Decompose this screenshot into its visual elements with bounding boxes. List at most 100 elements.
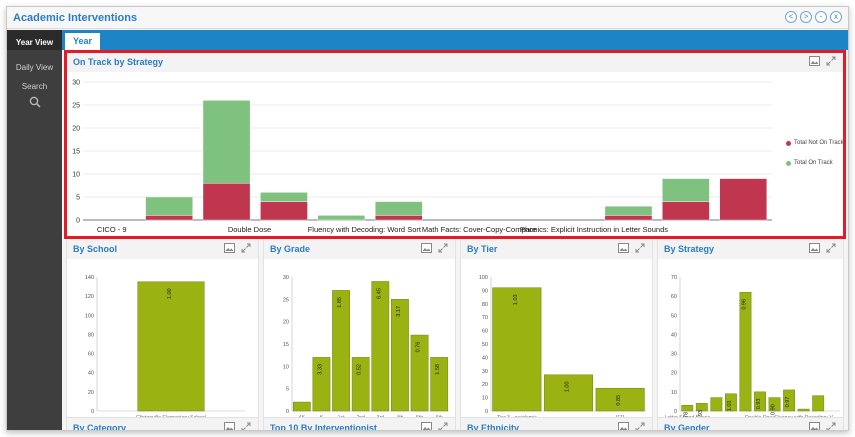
y-tick-label: 10: [72, 172, 80, 179]
image-export-icon[interactable]: [224, 243, 235, 253]
tab-bar: Year: [7, 30, 848, 50]
expand-icon[interactable]: [438, 422, 449, 430]
panel-tools: [224, 243, 252, 253]
data-label: 3.17: [396, 306, 402, 317]
bar-not-on-track[interactable]: [375, 215, 423, 221]
y-tick-label: 30: [72, 80, 80, 87]
panel-by-gender: By Gender: [657, 417, 844, 430]
image-export-icon[interactable]: [421, 422, 432, 430]
sidebar-item-year-view[interactable]: Year View: [15, 38, 54, 47]
y-tick-label: 5: [286, 387, 289, 393]
next-icon[interactable]: >: [800, 11, 812, 23]
title-bar: Academic Interventions < > - x: [7, 7, 848, 29]
y-tick-label: 100: [85, 313, 94, 319]
legend-item-not-on-track[interactable]: Total Not On Track: [786, 140, 844, 146]
data-label: 0.93: [698, 410, 704, 419]
bar-not-on-track[interactable]: [662, 201, 710, 221]
bar-not-on-track[interactable]: [202, 182, 251, 221]
bar-on-track[interactable]: [202, 100, 251, 184]
expand-icon[interactable]: [635, 422, 646, 430]
bar[interactable]: [783, 389, 796, 412]
by-grade-chart: 0510152025304K3.33K1.851st0.522nd6.453rd…: [283, 275, 449, 419]
bar[interactable]: [739, 292, 752, 412]
bar[interactable]: [430, 357, 449, 412]
panel-tools: [421, 422, 449, 430]
bar[interactable]: [312, 357, 331, 412]
bar[interactable]: [351, 357, 370, 412]
bar[interactable]: [492, 287, 542, 412]
image-export-icon[interactable]: [809, 56, 820, 66]
expand-icon[interactable]: [826, 56, 837, 66]
bar-not-on-track[interactable]: [145, 215, 193, 221]
panel-header: By Grade: [264, 239, 455, 259]
tab-year[interactable]: Year: [65, 33, 101, 50]
bar[interactable]: [812, 395, 825, 412]
y-tick-label: 60: [88, 352, 94, 358]
y-tick-label: 120: [85, 294, 94, 300]
bar[interactable]: [292, 401, 311, 412]
bar-not-on-track[interactable]: [719, 178, 768, 221]
panel-title: By School: [73, 244, 118, 254]
image-export-icon[interactable]: [809, 243, 820, 253]
bar[interactable]: [681, 405, 694, 412]
image-export-icon[interactable]: [809, 422, 820, 430]
bar-on-track[interactable]: [317, 215, 366, 221]
y-tick-label: 0: [674, 409, 677, 415]
bar-on-track[interactable]: [375, 201, 423, 216]
y-tick-label: 40: [482, 355, 488, 361]
bar[interactable]: [543, 374, 594, 412]
bar[interactable]: [391, 299, 409, 412]
bar-on-track[interactable]: [145, 196, 193, 216]
image-export-icon[interactable]: [421, 243, 432, 253]
bar[interactable]: [332, 290, 350, 412]
bar[interactable]: [371, 281, 390, 412]
legend-item-on-track[interactable]: Total On Track: [786, 160, 844, 166]
panel-tools: [809, 56, 837, 66]
image-export-icon[interactable]: [224, 422, 235, 430]
bar-not-on-track[interactable]: [260, 201, 308, 221]
expand-icon[interactable]: [635, 243, 646, 253]
expand-icon[interactable]: [438, 243, 449, 253]
bar[interactable]: [754, 391, 766, 412]
sidebar-item-daily-view[interactable]: Daily View: [15, 63, 54, 72]
y-tick-label: 0: [286, 409, 289, 415]
search-icon[interactable]: [29, 96, 41, 108]
x-tick-label: Double Dose: [228, 225, 271, 234]
x-tick-label: Fluency with Decoding: Word Sort: [308, 225, 422, 234]
expand-icon[interactable]: [826, 422, 837, 430]
minimize-icon[interactable]: -: [815, 11, 827, 23]
expand-icon[interactable]: [241, 422, 252, 430]
panel-title: By Ethnicity: [467, 423, 520, 431]
bar-on-track[interactable]: [604, 205, 653, 216]
y-tick-label: 20: [671, 371, 677, 377]
y-tick-label: 15: [283, 342, 289, 348]
sidebar: Year View Daily View Search: [7, 30, 62, 430]
bar[interactable]: [797, 408, 810, 412]
bar[interactable]: [710, 397, 723, 412]
bar[interactable]: [410, 334, 429, 412]
panel-header: By Strategy: [658, 239, 843, 259]
sidebar-item-search[interactable]: Search: [21, 82, 48, 91]
bar-on-track[interactable]: [662, 178, 710, 202]
panel-on-track-by-strategy: On Track by Strategy 0 5 10 15 20 25 30 CICO - …: [66, 51, 844, 237]
bar[interactable]: [768, 397, 781, 412]
expand-icon[interactable]: [826, 243, 837, 253]
bar[interactable]: [695, 403, 708, 412]
bar-on-track[interactable]: [260, 192, 308, 202]
y-tick-label: 15: [72, 149, 80, 156]
y-tick-label: 140: [85, 275, 94, 281]
close-icon[interactable]: x: [830, 11, 842, 23]
data-label: 0.97: [785, 397, 791, 408]
prev-icon[interactable]: <: [785, 11, 797, 23]
image-export-icon[interactable]: [618, 243, 629, 253]
bar-not-on-track[interactable]: [604, 215, 653, 221]
panel-title: On Track by Strategy: [73, 57, 164, 67]
bar[interactable]: [137, 281, 205, 412]
panel-header: By Tier: [461, 239, 652, 259]
image-export-icon[interactable]: [618, 422, 629, 430]
expand-icon[interactable]: [241, 243, 252, 253]
bar[interactable]: [724, 393, 737, 412]
bar[interactable]: [595, 387, 645, 412]
